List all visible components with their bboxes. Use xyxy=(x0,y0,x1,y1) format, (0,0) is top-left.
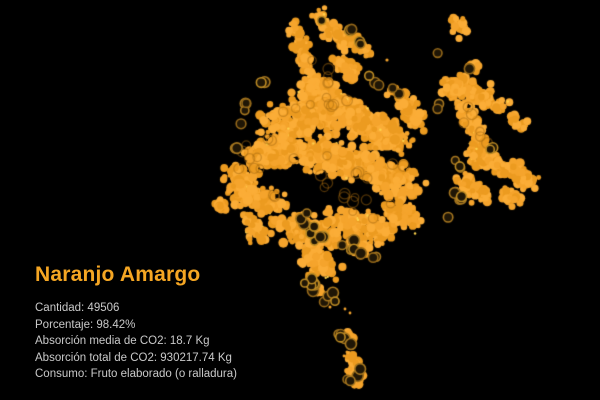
stat-absorcion-total: Absorción total de CO2: 930217.74 Kg xyxy=(35,351,232,364)
species-title: Naranjo Amargo xyxy=(35,263,201,286)
species-info-panel: Naranjo Amargo Cantidad: 49506 Porcentaj… xyxy=(35,263,365,383)
stat-porcentaje: Porcentaje: 98.42% xyxy=(35,318,136,331)
stat-absorcion-media: Absorción media de CO2: 18.7 Kg xyxy=(35,335,210,347)
stat-consumo: Consumo: Fruto elaborado (o ralladura) xyxy=(35,368,237,380)
stat-cantidad: Cantidad: 49506 xyxy=(35,302,120,314)
